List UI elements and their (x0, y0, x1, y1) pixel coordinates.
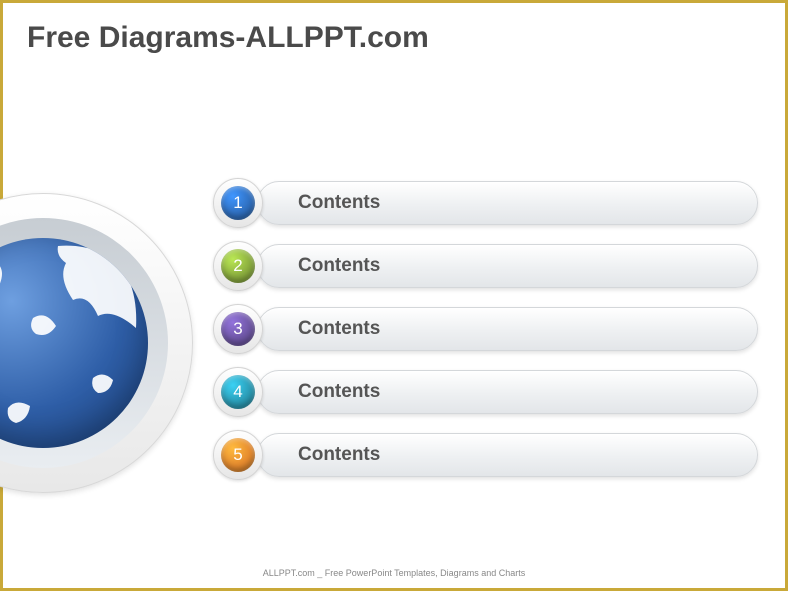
list-item: 3 Contents (213, 304, 758, 354)
badge-5: 5 (221, 438, 255, 472)
badge-shell-1: 1 (213, 178, 263, 228)
badge-shell-4: 4 (213, 367, 263, 417)
globe-icon (0, 238, 148, 448)
globe-outer-shell (0, 193, 193, 493)
page-title: Free Diagrams-ALLPPT.com (27, 21, 429, 55)
badge-shell-5: 5 (213, 430, 263, 480)
badge-1: 1 (221, 186, 255, 220)
list-item: 2 Contents (213, 241, 758, 291)
list-item: 1 Contents (213, 178, 758, 228)
content-pill-5: Contents (257, 433, 758, 477)
content-pill-1: Contents (257, 181, 758, 225)
content-pill-4: Contents (257, 370, 758, 414)
badge-shell-2: 2 (213, 241, 263, 291)
list-item: 4 Contents (213, 367, 758, 417)
contents-list: 1 Contents 2 Contents 3 Contents 4 Conte… (213, 178, 758, 493)
badge-3: 3 (221, 312, 255, 346)
footer-text: ALLPPT.com _ Free PowerPoint Templates, … (3, 568, 785, 578)
globe-inner-ring (0, 218, 168, 468)
badge-4: 4 (221, 375, 255, 409)
content-pill-3: Contents (257, 307, 758, 351)
content-pill-2: Contents (257, 244, 758, 288)
list-item: 5 Contents (213, 430, 758, 480)
badge-2: 2 (221, 249, 255, 283)
badge-shell-3: 3 (213, 304, 263, 354)
